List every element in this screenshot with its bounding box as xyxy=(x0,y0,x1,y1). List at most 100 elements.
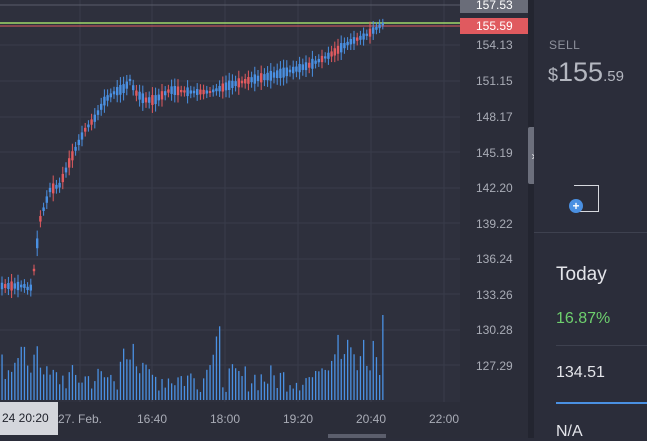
candle-body xyxy=(4,284,7,288)
volume-bar xyxy=(113,381,115,400)
candle-body xyxy=(362,33,365,40)
time-axis[interactable]: 27. Feb. 16:40 18:00 19:20 20:40 22:00 xyxy=(0,402,460,438)
candle-body xyxy=(180,89,183,93)
volume-bar xyxy=(167,378,170,400)
candle-body xyxy=(64,167,68,173)
volume-bar xyxy=(340,358,342,400)
sell-price[interactable]: $155.59 xyxy=(548,57,624,88)
volume-bar xyxy=(148,369,150,400)
volume-bar xyxy=(97,368,99,400)
value-underline xyxy=(556,402,647,404)
candle-body xyxy=(228,80,231,91)
volume-bar xyxy=(324,369,326,400)
volume-bar xyxy=(260,374,262,400)
add-widget-icon[interactable] xyxy=(574,185,599,212)
candle-body xyxy=(170,86,173,94)
volume-bar xyxy=(203,378,205,400)
volume-bar xyxy=(187,375,189,400)
candle-body xyxy=(183,90,186,93)
candle-body xyxy=(160,91,164,100)
price-tick: 130.28 xyxy=(476,323,513,337)
candle-body xyxy=(250,77,253,83)
candle-body xyxy=(141,93,144,104)
volume-bar xyxy=(4,378,6,400)
volume-bar xyxy=(87,376,90,400)
time-scrollbar[interactable] xyxy=(328,434,386,438)
volume-bar xyxy=(23,346,26,400)
volume-bar xyxy=(289,385,291,400)
plus-icon[interactable]: + xyxy=(569,199,583,213)
volume-bar xyxy=(375,357,378,400)
volume-bar xyxy=(59,384,61,400)
candle-body xyxy=(208,90,212,94)
volume-bar xyxy=(369,370,371,400)
candle-body xyxy=(378,24,381,29)
candle-body xyxy=(116,87,119,96)
volume-bar xyxy=(231,364,234,400)
volume-bar xyxy=(350,347,352,400)
volume-bar xyxy=(190,373,192,400)
price-tick: 151.15 xyxy=(476,74,513,88)
time-label: 27. Feb. xyxy=(57,412,103,426)
volume-bar xyxy=(103,377,106,400)
sell-price-main: 155 xyxy=(558,57,604,87)
volume-bar xyxy=(126,359,128,400)
price-tick: 136.24 xyxy=(476,252,513,266)
candle-body xyxy=(173,86,176,95)
volume-bar xyxy=(100,371,102,400)
candle-body xyxy=(260,73,263,83)
candle-body xyxy=(58,182,61,188)
divider xyxy=(534,232,647,233)
volume-bar xyxy=(145,364,147,400)
candle-body xyxy=(343,43,346,49)
collapse-panel-button[interactable]: › xyxy=(528,127,539,184)
candle-body xyxy=(103,96,106,106)
currency-symbol: $ xyxy=(548,65,559,85)
candle-body xyxy=(96,110,100,115)
volume-bar xyxy=(206,369,208,400)
volume-bar xyxy=(219,326,221,400)
volume-bar xyxy=(17,358,19,400)
volume-bar xyxy=(158,390,160,400)
candle-body xyxy=(221,83,224,92)
panel-divider[interactable] xyxy=(528,0,534,438)
volume-bar xyxy=(215,336,218,400)
candle-body xyxy=(167,89,170,93)
volume-bar xyxy=(193,378,195,400)
candle-body xyxy=(324,56,327,59)
price-axis[interactable]: 157.53 155.59 154.13 151.15 148.17 145.1… xyxy=(460,0,528,438)
volume-bar xyxy=(180,376,182,400)
volume-bar xyxy=(251,383,253,400)
candle-body xyxy=(157,94,160,101)
price-tick: 127.29 xyxy=(476,359,513,373)
volume-bar xyxy=(75,374,77,400)
candle-body xyxy=(192,90,196,94)
time-label: 22:00 xyxy=(428,412,460,426)
candle-body xyxy=(36,238,39,249)
candle-body xyxy=(288,69,292,73)
volume-bar xyxy=(302,384,304,400)
volume-bar xyxy=(347,339,349,400)
volume-bar xyxy=(129,359,131,400)
volume-bar xyxy=(177,377,179,400)
candle-body xyxy=(106,95,109,101)
candle-body xyxy=(90,119,93,125)
volume-bar xyxy=(235,368,237,400)
price-tick: 148.17 xyxy=(476,110,513,124)
sell-price-fraction: .59 xyxy=(603,68,624,85)
candle-body xyxy=(42,207,45,211)
candle-body xyxy=(0,282,4,290)
candle-body xyxy=(247,76,250,84)
candle-body xyxy=(356,37,359,41)
candle-body xyxy=(39,216,42,222)
volume-bar xyxy=(49,374,51,400)
candlestick-chart[interactable] xyxy=(0,0,460,402)
volume-bar xyxy=(366,365,368,400)
price-tick: 154.13 xyxy=(476,38,513,52)
chart-area[interactable] xyxy=(0,0,460,402)
time-label: 18:00 xyxy=(209,412,241,426)
volume-bar xyxy=(382,315,384,400)
candle-body xyxy=(71,151,74,161)
candle-body xyxy=(359,35,362,40)
volume-bar xyxy=(116,389,118,400)
